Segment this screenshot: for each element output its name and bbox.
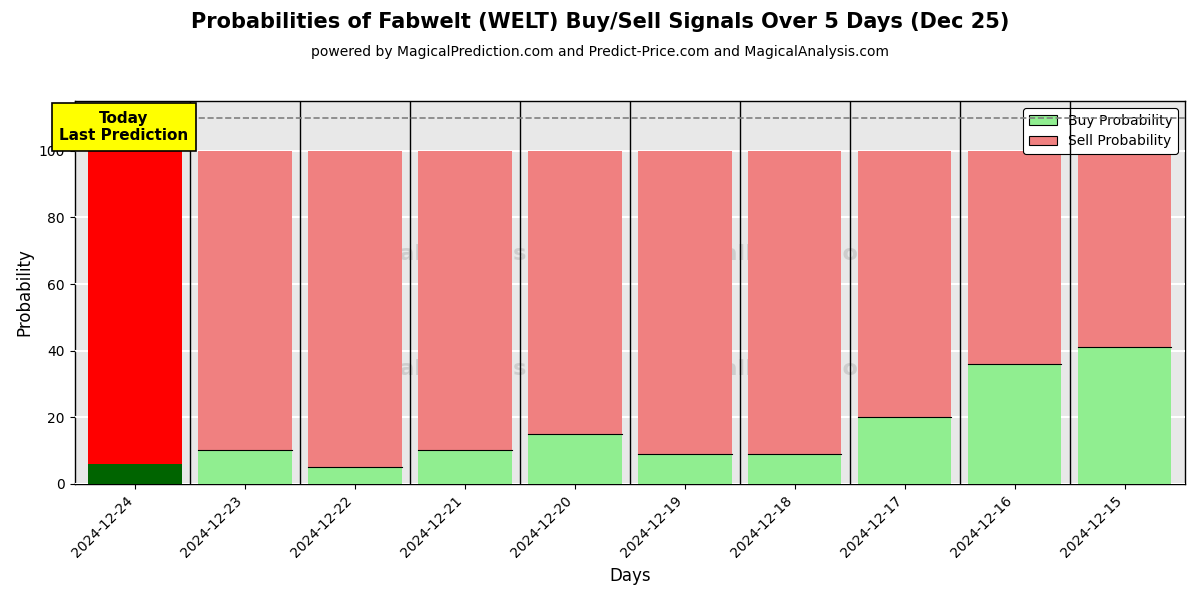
Text: MagicalAnalysis.com        MagicalPrediction.com: MagicalAnalysis.com MagicalPrediction.co… <box>310 359 949 379</box>
Bar <box>528 151 622 434</box>
Text: MagicalAnalysis.com        MagicalPrediction.com: MagicalAnalysis.com MagicalPrediction.co… <box>310 244 949 264</box>
Bar <box>858 151 952 417</box>
Bar <box>748 151 841 454</box>
Bar <box>419 151 511 451</box>
Bar <box>308 151 402 467</box>
Text: Today
Last Prediction: Today Last Prediction <box>60 111 188 143</box>
Bar <box>1078 151 1171 347</box>
Bar <box>968 151 1061 364</box>
Legend: Buy Probability, Sell Probability: Buy Probability, Sell Probability <box>1024 108 1178 154</box>
Bar <box>1078 347 1171 484</box>
Bar <box>638 151 732 454</box>
Text: powered by MagicalPrediction.com and Predict-Price.com and MagicalAnalysis.com: powered by MagicalPrediction.com and Pre… <box>311 45 889 59</box>
Bar <box>968 364 1061 484</box>
X-axis label: Days: Days <box>610 567 650 585</box>
Text: Probabilities of Fabwelt (WELT) Buy/Sell Signals Over 5 Days (Dec 25): Probabilities of Fabwelt (WELT) Buy/Sell… <box>191 12 1009 32</box>
Bar <box>528 434 622 484</box>
Bar <box>198 451 292 484</box>
Bar <box>308 467 402 484</box>
Bar <box>198 151 292 451</box>
Bar <box>638 454 732 484</box>
Bar <box>419 451 511 484</box>
Y-axis label: Probability: Probability <box>16 248 34 337</box>
Bar <box>748 454 841 484</box>
Bar <box>858 417 952 484</box>
Bar <box>89 464 182 484</box>
Bar <box>89 151 182 464</box>
